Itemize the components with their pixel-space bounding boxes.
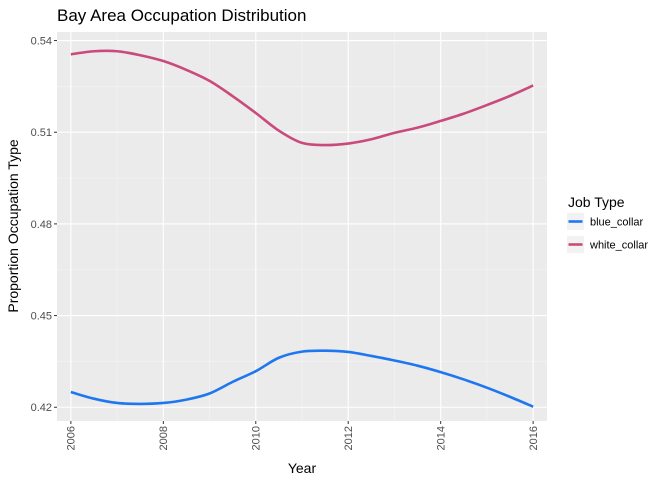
x-tick-label: 2008 xyxy=(158,426,170,450)
legend-label-white-collar: white_collar xyxy=(589,240,648,252)
x-tick-label: 2012 xyxy=(343,426,355,450)
legend-label-blue-collar: blue_collar xyxy=(590,217,644,229)
chart-title: Bay Area Occupation Distribution xyxy=(57,6,306,25)
y-axis-ticks: 0.42 0.45 0.48 0.51 0.54 xyxy=(31,36,57,414)
x-axis-ticks: 2006 2008 2010 2012 2014 2016 xyxy=(66,421,540,450)
legend: Job Type blue_collar white_collar xyxy=(567,194,648,253)
series-lines xyxy=(70,49,534,408)
x-axis-label: Year xyxy=(288,460,317,476)
y-tick-label: 0.54 xyxy=(31,36,52,48)
legend-items: blue_collar white_collar xyxy=(567,213,648,253)
series-line-blue-collar xyxy=(70,349,534,408)
y-tick-label: 0.45 xyxy=(31,311,52,323)
x-tick-label: 2016 xyxy=(528,426,540,450)
y-tick-label: 0.51 xyxy=(31,127,52,139)
y-axis-label: Proportion Occupation Type xyxy=(5,139,21,313)
major-gridlines xyxy=(57,32,547,421)
series-line-white-collar xyxy=(70,49,534,147)
x-tick-label: 2006 xyxy=(66,426,78,450)
y-tick-label: 0.48 xyxy=(31,219,52,231)
x-tick-label: 2010 xyxy=(251,426,263,450)
x-tick-label: 2014 xyxy=(436,426,448,450)
y-tick-label: 0.42 xyxy=(31,402,52,414)
legend-title: Job Type xyxy=(568,194,625,210)
minor-gridlines xyxy=(57,32,547,421)
